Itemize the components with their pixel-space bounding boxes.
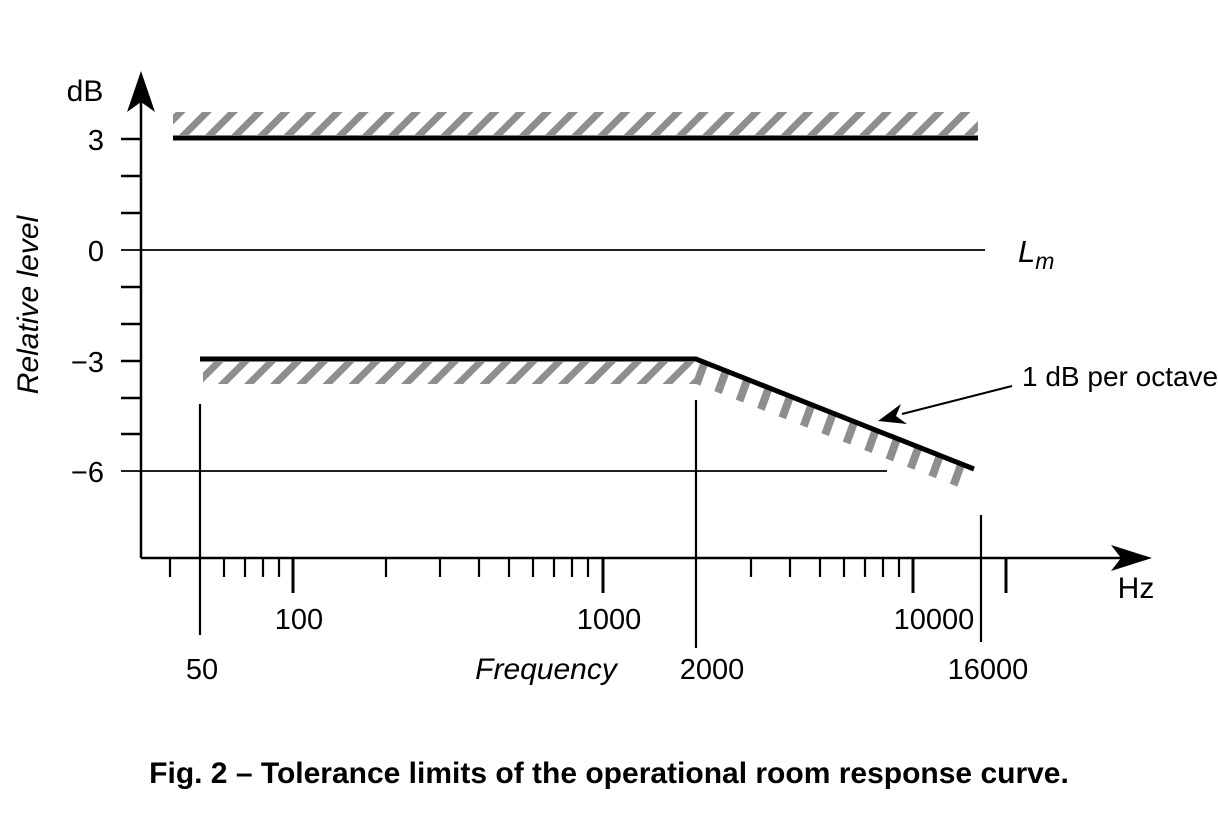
y-axis: dB 3 0 −3 −6 Relative level — [12, 71, 155, 558]
y-tick-label-minus6: −6 — [71, 457, 104, 489]
y-axis-title: Relative level — [12, 214, 45, 394]
reference-lines: Lm — [121, 234, 1054, 472]
lower-limit-line — [200, 356, 975, 472]
lower-tolerance-limit — [200, 356, 975, 490]
x-axis-minor-ticks — [168, 558, 901, 577]
x-axis-major-ticks — [291, 558, 1008, 593]
y-axis-unit-label: dB — [67, 75, 104, 108]
slope-annotation: 1 dB per octave — [878, 361, 1218, 424]
y-tick-label-plus3: 3 — [88, 125, 104, 157]
y-axis-arrow-icon — [127, 71, 155, 112]
lower-limit-hatching-flat — [203, 362, 697, 384]
x-tick-label-16000: 16000 — [948, 654, 1029, 686]
annotation-leader-line — [901, 385, 1013, 415]
x-tick-label-10000: 10000 — [894, 604, 975, 636]
annotation-label: 1 dB per octave — [1022, 361, 1218, 392]
x-tick-label-2000: 2000 — [680, 654, 745, 686]
y-tick-label-minus3: −3 — [71, 347, 104, 379]
x-tick-label-1000: 1000 — [577, 604, 642, 636]
x-axis: 100 1000 10000 50 2000 16000 Frequency H… — [141, 400, 1154, 686]
upper-limit-hatching — [173, 112, 978, 135]
figure-caption: Fig. 2 – Tolerance limits of the operati… — [149, 757, 1069, 790]
x-axis-unit-label: Hz — [1118, 572, 1155, 605]
frequency-marker-lines — [198, 400, 983, 648]
x-tick-label-50: 50 — [186, 654, 218, 686]
x-axis-title: Frequency — [475, 653, 619, 686]
annotation-arrow-icon — [878, 404, 907, 424]
y-axis-ticks — [121, 137, 141, 436]
lower-limit-hatching-slope — [691, 362, 974, 490]
x-axis-arrow-icon — [1111, 545, 1152, 571]
reference-level-label: Lm — [1018, 234, 1054, 274]
x-tick-label-100: 100 — [275, 604, 323, 636]
y-tick-label-zero: 0 — [88, 236, 104, 268]
upper-tolerance-limit — [173, 112, 978, 141]
